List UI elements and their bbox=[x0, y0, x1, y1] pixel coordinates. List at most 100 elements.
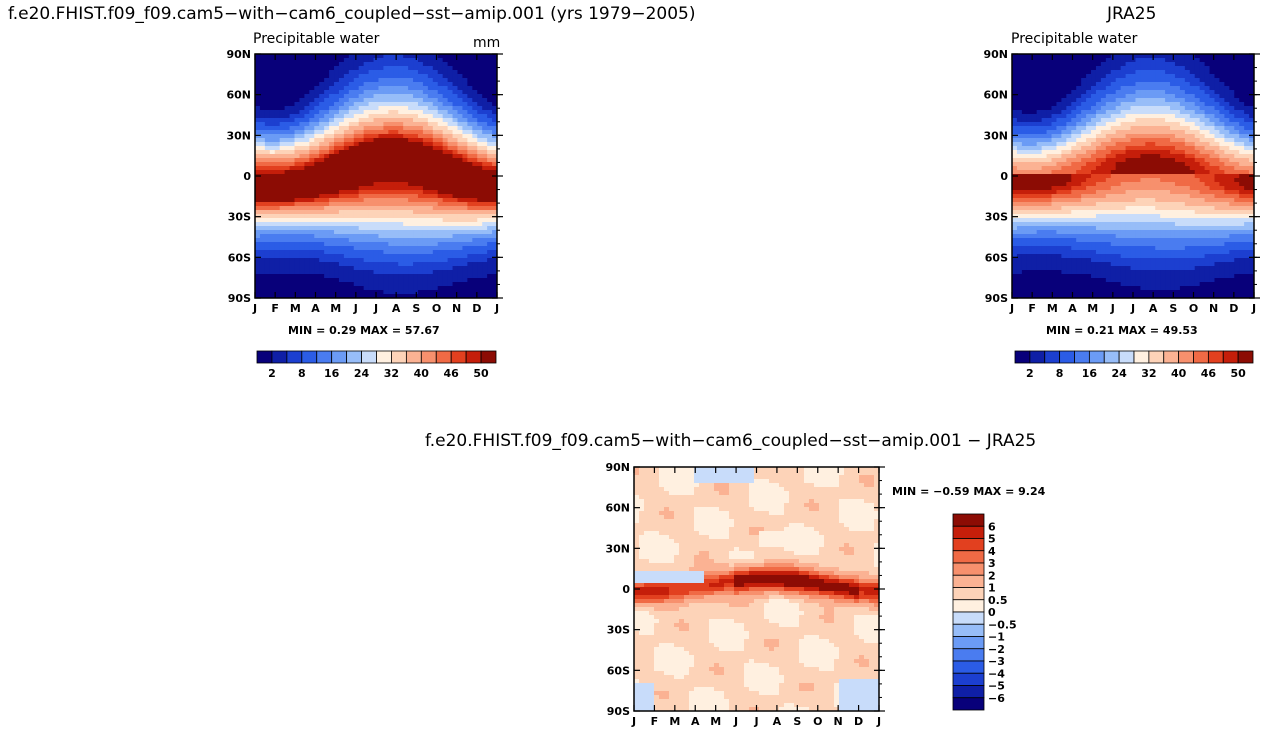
model-cell bbox=[388, 210, 394, 215]
obs-cell bbox=[1041, 158, 1048, 163]
model-cell bbox=[437, 294, 444, 298]
model-cell bbox=[259, 274, 266, 279]
model-cell bbox=[417, 74, 424, 79]
model-cell bbox=[334, 126, 340, 131]
obs-cell bbox=[1081, 82, 1087, 87]
model-cell bbox=[422, 254, 429, 259]
obs-cell bbox=[1174, 86, 1181, 91]
obs-cell bbox=[1140, 114, 1146, 119]
model-cell bbox=[259, 86, 266, 91]
model-cell bbox=[403, 82, 409, 87]
model-cell bbox=[348, 190, 355, 195]
model-cell bbox=[363, 282, 370, 287]
model-cell bbox=[353, 294, 360, 298]
obs-cell bbox=[1081, 118, 1087, 123]
model-cell bbox=[358, 94, 365, 99]
obs-cell bbox=[1209, 170, 1216, 175]
model-cell bbox=[383, 102, 389, 107]
model-cell bbox=[462, 134, 468, 139]
obs-cell bbox=[1046, 70, 1053, 75]
obs-cell bbox=[1160, 138, 1166, 143]
model-cell bbox=[462, 62, 468, 67]
model-cell bbox=[294, 178, 301, 183]
obs-cell bbox=[1239, 98, 1245, 103]
model-cell bbox=[334, 294, 340, 298]
model-cell bbox=[383, 74, 389, 79]
model-cell bbox=[452, 198, 459, 203]
obs-cell bbox=[1239, 74, 1245, 79]
model-cell bbox=[299, 274, 305, 279]
model-cell bbox=[452, 154, 459, 159]
model-cell bbox=[427, 102, 434, 107]
model-cell bbox=[447, 210, 454, 215]
model-cell bbox=[309, 62, 315, 67]
obs-cell bbox=[1229, 146, 1235, 151]
obs-cell bbox=[1012, 82, 1018, 87]
model-cell bbox=[398, 114, 404, 119]
obs-cell bbox=[1041, 110, 1048, 115]
obs-cell bbox=[1174, 66, 1181, 71]
model-cell bbox=[422, 130, 429, 135]
model-cell bbox=[467, 134, 473, 139]
obs-cell bbox=[1095, 206, 1102, 211]
model-cell bbox=[299, 166, 305, 171]
model-cell bbox=[284, 66, 291, 71]
model-cell bbox=[269, 130, 276, 135]
model-cell bbox=[462, 270, 468, 275]
obs-cell bbox=[1016, 58, 1023, 63]
obs-cell bbox=[1051, 178, 1058, 183]
obs-cell bbox=[1239, 70, 1245, 75]
model-cell bbox=[408, 226, 414, 231]
model-cell bbox=[447, 126, 454, 131]
model-cell bbox=[398, 82, 404, 87]
obs-cell bbox=[1105, 194, 1112, 199]
obs-cell bbox=[1219, 126, 1225, 131]
model-cell bbox=[408, 182, 414, 187]
model-cell bbox=[348, 154, 355, 159]
obs-cell bbox=[1179, 174, 1186, 179]
obs-cell bbox=[1100, 182, 1107, 187]
obs-cell bbox=[1189, 102, 1196, 107]
model-cell bbox=[284, 214, 291, 219]
model-cell bbox=[309, 262, 315, 267]
obs-cell bbox=[1189, 182, 1196, 187]
obs-cell bbox=[1115, 122, 1122, 127]
obs-cell bbox=[1091, 94, 1097, 99]
model-cell bbox=[353, 286, 360, 291]
model-cell bbox=[403, 178, 409, 183]
model-cell bbox=[309, 230, 315, 235]
model-cell bbox=[422, 210, 429, 215]
obs-cell bbox=[1170, 162, 1176, 167]
obs-cell bbox=[1165, 110, 1171, 115]
model-cell bbox=[422, 54, 429, 59]
model-cell bbox=[309, 190, 315, 195]
obs-cell bbox=[1061, 198, 1067, 203]
model-cell bbox=[353, 266, 360, 271]
model-cell bbox=[432, 254, 439, 259]
model-cell bbox=[408, 158, 414, 163]
obs-cell bbox=[1214, 58, 1221, 63]
obs-cell bbox=[1150, 102, 1156, 107]
obs-cell bbox=[1100, 126, 1107, 131]
model-cell bbox=[442, 70, 449, 75]
model-cell bbox=[348, 210, 355, 215]
obs-cell bbox=[1095, 174, 1102, 179]
model-cell bbox=[472, 98, 478, 103]
obs-cell bbox=[1179, 154, 1186, 159]
model-cell bbox=[388, 74, 394, 79]
model-cell bbox=[457, 122, 464, 127]
obs-cell bbox=[1076, 142, 1082, 147]
model-cell bbox=[422, 82, 429, 87]
model-cell bbox=[299, 214, 305, 219]
model-cell bbox=[413, 134, 419, 139]
obs-cell bbox=[1061, 58, 1067, 63]
model-cell bbox=[264, 182, 271, 187]
model-cell bbox=[482, 242, 488, 247]
model-cell bbox=[289, 198, 296, 203]
model-cell bbox=[324, 122, 330, 127]
model-cell bbox=[383, 90, 389, 95]
model-panel-units: mm bbox=[473, 35, 501, 51]
model-cell bbox=[477, 218, 483, 223]
model-cell bbox=[324, 142, 330, 147]
model-cell bbox=[442, 198, 449, 203]
